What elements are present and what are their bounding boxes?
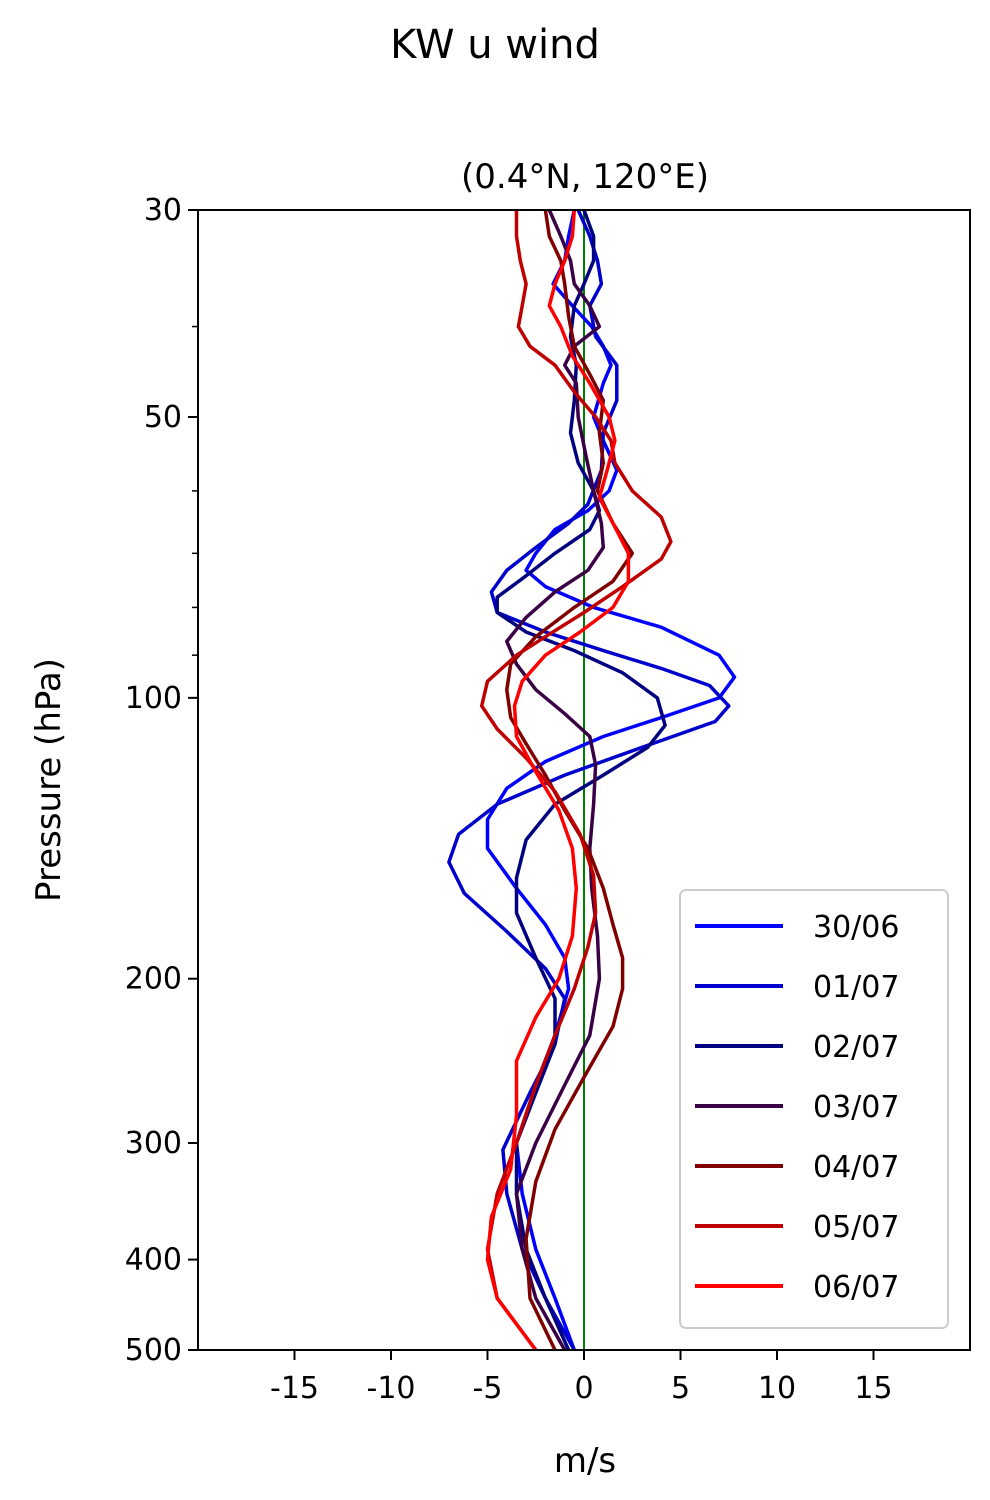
y-tick-label: 30 (144, 193, 182, 228)
y-tick-label: 400 (125, 1243, 182, 1278)
x-axis: -15 -10 -5 0 5 10 15 (270, 1350, 893, 1406)
plot-frame (197, 209, 971, 1351)
x-tick-label: 10 (758, 1371, 796, 1406)
legend-label: 02/07 (813, 1030, 899, 1065)
series-line-05-07 (479, 210, 673, 1352)
legend-label: 04/07 (813, 1150, 899, 1185)
y-tick-label: 50 (144, 400, 182, 435)
x-tick-label: -5 (473, 1371, 503, 1406)
x-tick-label: -10 (367, 1371, 416, 1406)
y-tick-label: 500 (125, 1333, 182, 1368)
legend-label: 01/07 (813, 970, 899, 1005)
y-axis: 30 50 100 200 300 400 500 (125, 193, 198, 1368)
legend-box (679, 889, 949, 1329)
x-tick-label: 0 (574, 1371, 593, 1406)
legend-label: 05/07 (813, 1210, 899, 1245)
x-tick-label: 5 (671, 1371, 690, 1406)
y-tick-label: 200 (125, 962, 182, 997)
figure-title: KW u wind (390, 22, 600, 68)
legend-label: 30/06 (813, 910, 899, 945)
series-line-04-07 (505, 209, 635, 1351)
series-line-06-07 (485, 209, 631, 1352)
y-axis-label: Pressure (hPa) (29, 658, 69, 902)
y-tick-label: 300 (125, 1126, 182, 1161)
legend: 30/06 01/07 02/07 03/07 04/07 05/07 06/07 (679, 889, 949, 1329)
series-group (447, 209, 737, 1352)
y-tick-label: 100 (125, 681, 182, 716)
x-axis-label: m/s (554, 1441, 616, 1481)
series-line-03-07 (505, 209, 606, 1351)
chart-subtitle: (0.4°N, 120°E) (461, 157, 709, 197)
x-tick-label: -15 (270, 1371, 319, 1406)
x-tick-label: 15 (854, 1371, 892, 1406)
legend-label: 06/07 (813, 1270, 899, 1305)
legend-label: 03/07 (813, 1090, 899, 1125)
